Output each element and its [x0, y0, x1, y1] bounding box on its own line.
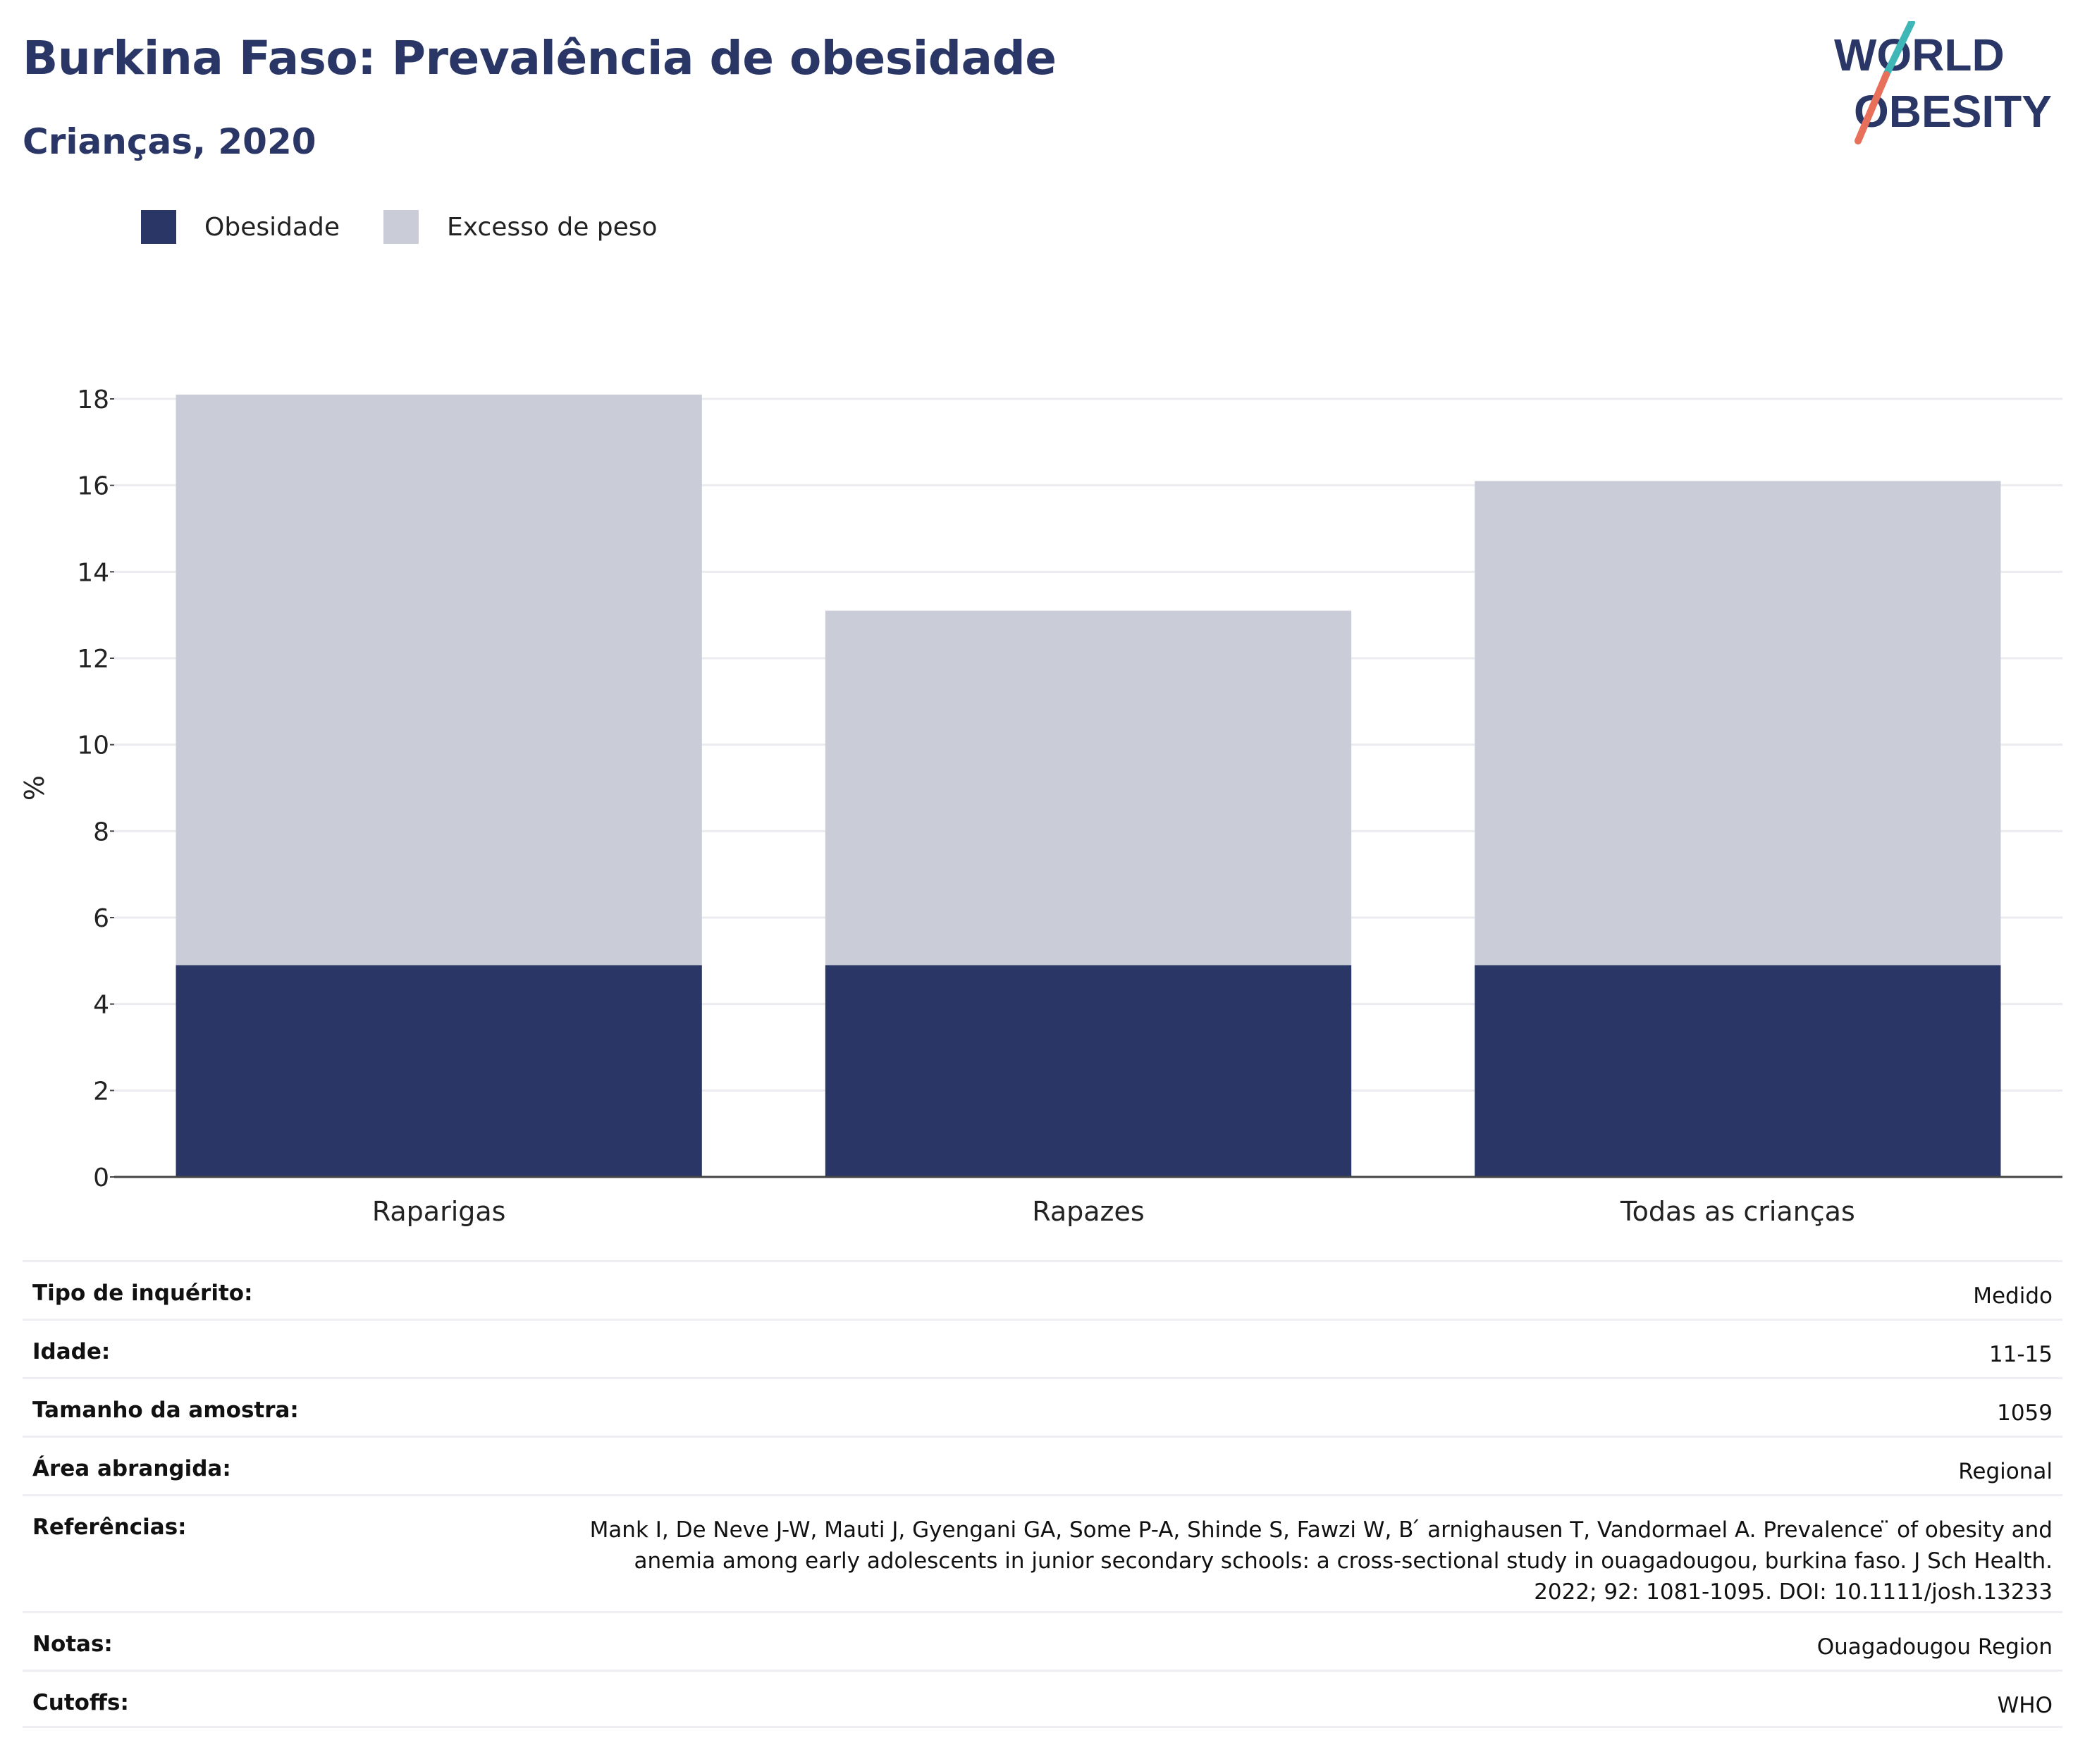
y-tick-label: 14: [77, 558, 109, 587]
y-tick-label: 10: [77, 732, 109, 760]
logo-line1: WORLD: [1834, 30, 2005, 80]
x-tick-label: Rapazes: [1032, 1196, 1144, 1227]
survey-details-table: Tipo de inquérito: Medido Idade: 11-15 Taman…: [23, 1260, 2062, 1728]
detail-label: Referências:: [32, 1515, 187, 1540]
legend-swatch-obesidade: [141, 210, 176, 244]
detail-value: WHO: [1997, 1693, 2053, 1718]
x-tick-label: Todas as crianças: [1620, 1196, 1855, 1227]
legend-label-excesso-de-peso: Excesso de peso: [447, 212, 658, 242]
detail-row: Tipo de inquérito: Medido: [23, 1260, 2062, 1319]
detail-value: Regional: [1958, 1459, 2053, 1484]
bar-obesidade[interactable]: [1475, 965, 2001, 1177]
y-tick-label: 12: [77, 645, 109, 674]
detail-row: Notas: Ouagadougou Region: [23, 1611, 2062, 1670]
detail-label: Cutoffs:: [32, 1690, 129, 1715]
y-tick-label: 8: [93, 818, 109, 846]
legend-item-obesidade[interactable]: Obesidade: [141, 210, 340, 244]
legend-label-obesidade: Obesidade: [204, 212, 340, 242]
detail-value: Mank I, De Neve J-W, Mauti J, Gyengani G…: [589, 1517, 2053, 1605]
logo-line2: OBESITY: [1854, 86, 2052, 137]
detail-label: Tamanho da amostra:: [32, 1398, 299, 1423]
y-tick-label: 18: [77, 386, 109, 414]
detail-value: 11-15: [1988, 1342, 2053, 1367]
y-tick-label: 16: [77, 472, 109, 501]
detail-row: Cutoffs: WHO: [23, 1670, 2062, 1728]
y-tick-label: 6: [93, 904, 109, 933]
stacked-bar-chart: 0 2 4 6 8 10 12 14 16 18% Raparigas Rapazes Todas as…: [19, 386, 2062, 1227]
y-tick-label: 4: [93, 991, 109, 1020]
detail-row: Referências: Mank I, De Neve J-W, Mauti J…: [23, 1494, 2062, 1611]
detail-row: Idade: 11-15: [23, 1319, 2062, 1377]
x-tick-label: Raparigas: [372, 1196, 506, 1227]
y-tick-label: 2: [93, 1077, 109, 1106]
world-obesity-logo: WORLD OBESITY: [1834, 21, 2052, 144]
detail-row: Área abrangida: Regional: [23, 1436, 2062, 1494]
detail-label: Idade:: [32, 1339, 111, 1364]
page-subtitle: Crianças, 2020: [23, 121, 316, 162]
detail-label: Tipo de inquérito:: [32, 1281, 253, 1306]
legend-item-excesso-de-peso[interactable]: Excesso de peso: [383, 210, 658, 244]
page-title: Burkina Faso: Prevalência de obesidade: [23, 31, 1057, 85]
detail-label: Área abrangida:: [32, 1456, 231, 1481]
detail-value: Ouagadougou Region: [1816, 1634, 2053, 1660]
bar-excesso-de-peso[interactable]: [825, 610, 1352, 966]
detail-row: Tamanho da amostra: 1059: [23, 1377, 2062, 1436]
detail-label: Notas:: [32, 1632, 113, 1657]
detail-value: 1059: [1997, 1400, 2053, 1426]
legend-swatch-excesso-de-peso: [383, 210, 419, 244]
y-axis-label: %: [19, 775, 50, 801]
detail-value: Medido: [1973, 1283, 2053, 1309]
y-tick-label: 0: [93, 1164, 109, 1192]
bar-obesidade[interactable]: [176, 965, 702, 1177]
bar-excesso-de-peso[interactable]: [176, 394, 702, 966]
bar-excesso-de-peso[interactable]: [1475, 481, 2001, 966]
bar-obesidade[interactable]: [825, 965, 1352, 1177]
chart-legend: Obesidade Excesso de peso: [141, 210, 701, 244]
